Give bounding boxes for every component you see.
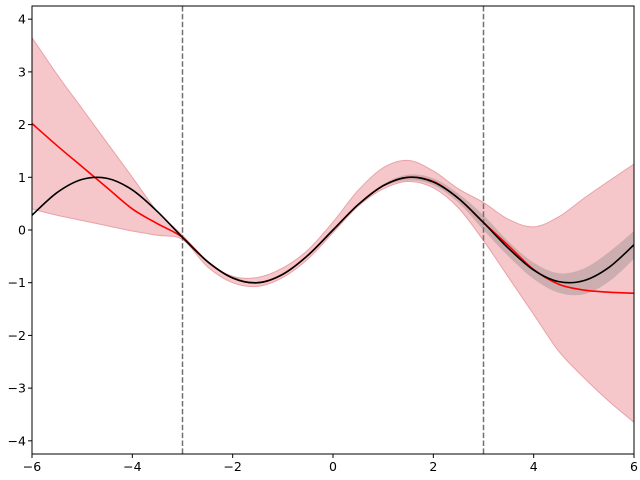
x-tick-label: 2 [429,459,437,474]
y-tick-label: 4 [18,12,26,27]
y-tick-label: 1 [18,170,26,185]
y-tick-label: 2 [18,117,26,132]
x-axis: −6 −4 −2 0 2 4 6 [23,454,638,474]
y-tick-label: −4 [8,433,26,448]
y-tick-label: 0 [18,223,26,238]
plot-area [32,6,634,454]
y-tick-label: −2 [8,328,26,343]
x-tick-label: 6 [630,459,638,474]
y-tick-label: −3 [8,381,26,396]
x-tick-label: 4 [530,459,538,474]
x-tick-label: −2 [223,459,241,474]
black-series-line [32,176,634,284]
x-tick-label: −6 [23,459,41,474]
x-tick-label: 0 [329,459,337,474]
x-tick-label: −4 [123,459,141,474]
y-tick-label: 3 [18,64,26,79]
y-tick-label: −1 [8,275,26,290]
y-axis: −4 −3 −2 −1 0 1 2 3 4 [8,12,32,448]
